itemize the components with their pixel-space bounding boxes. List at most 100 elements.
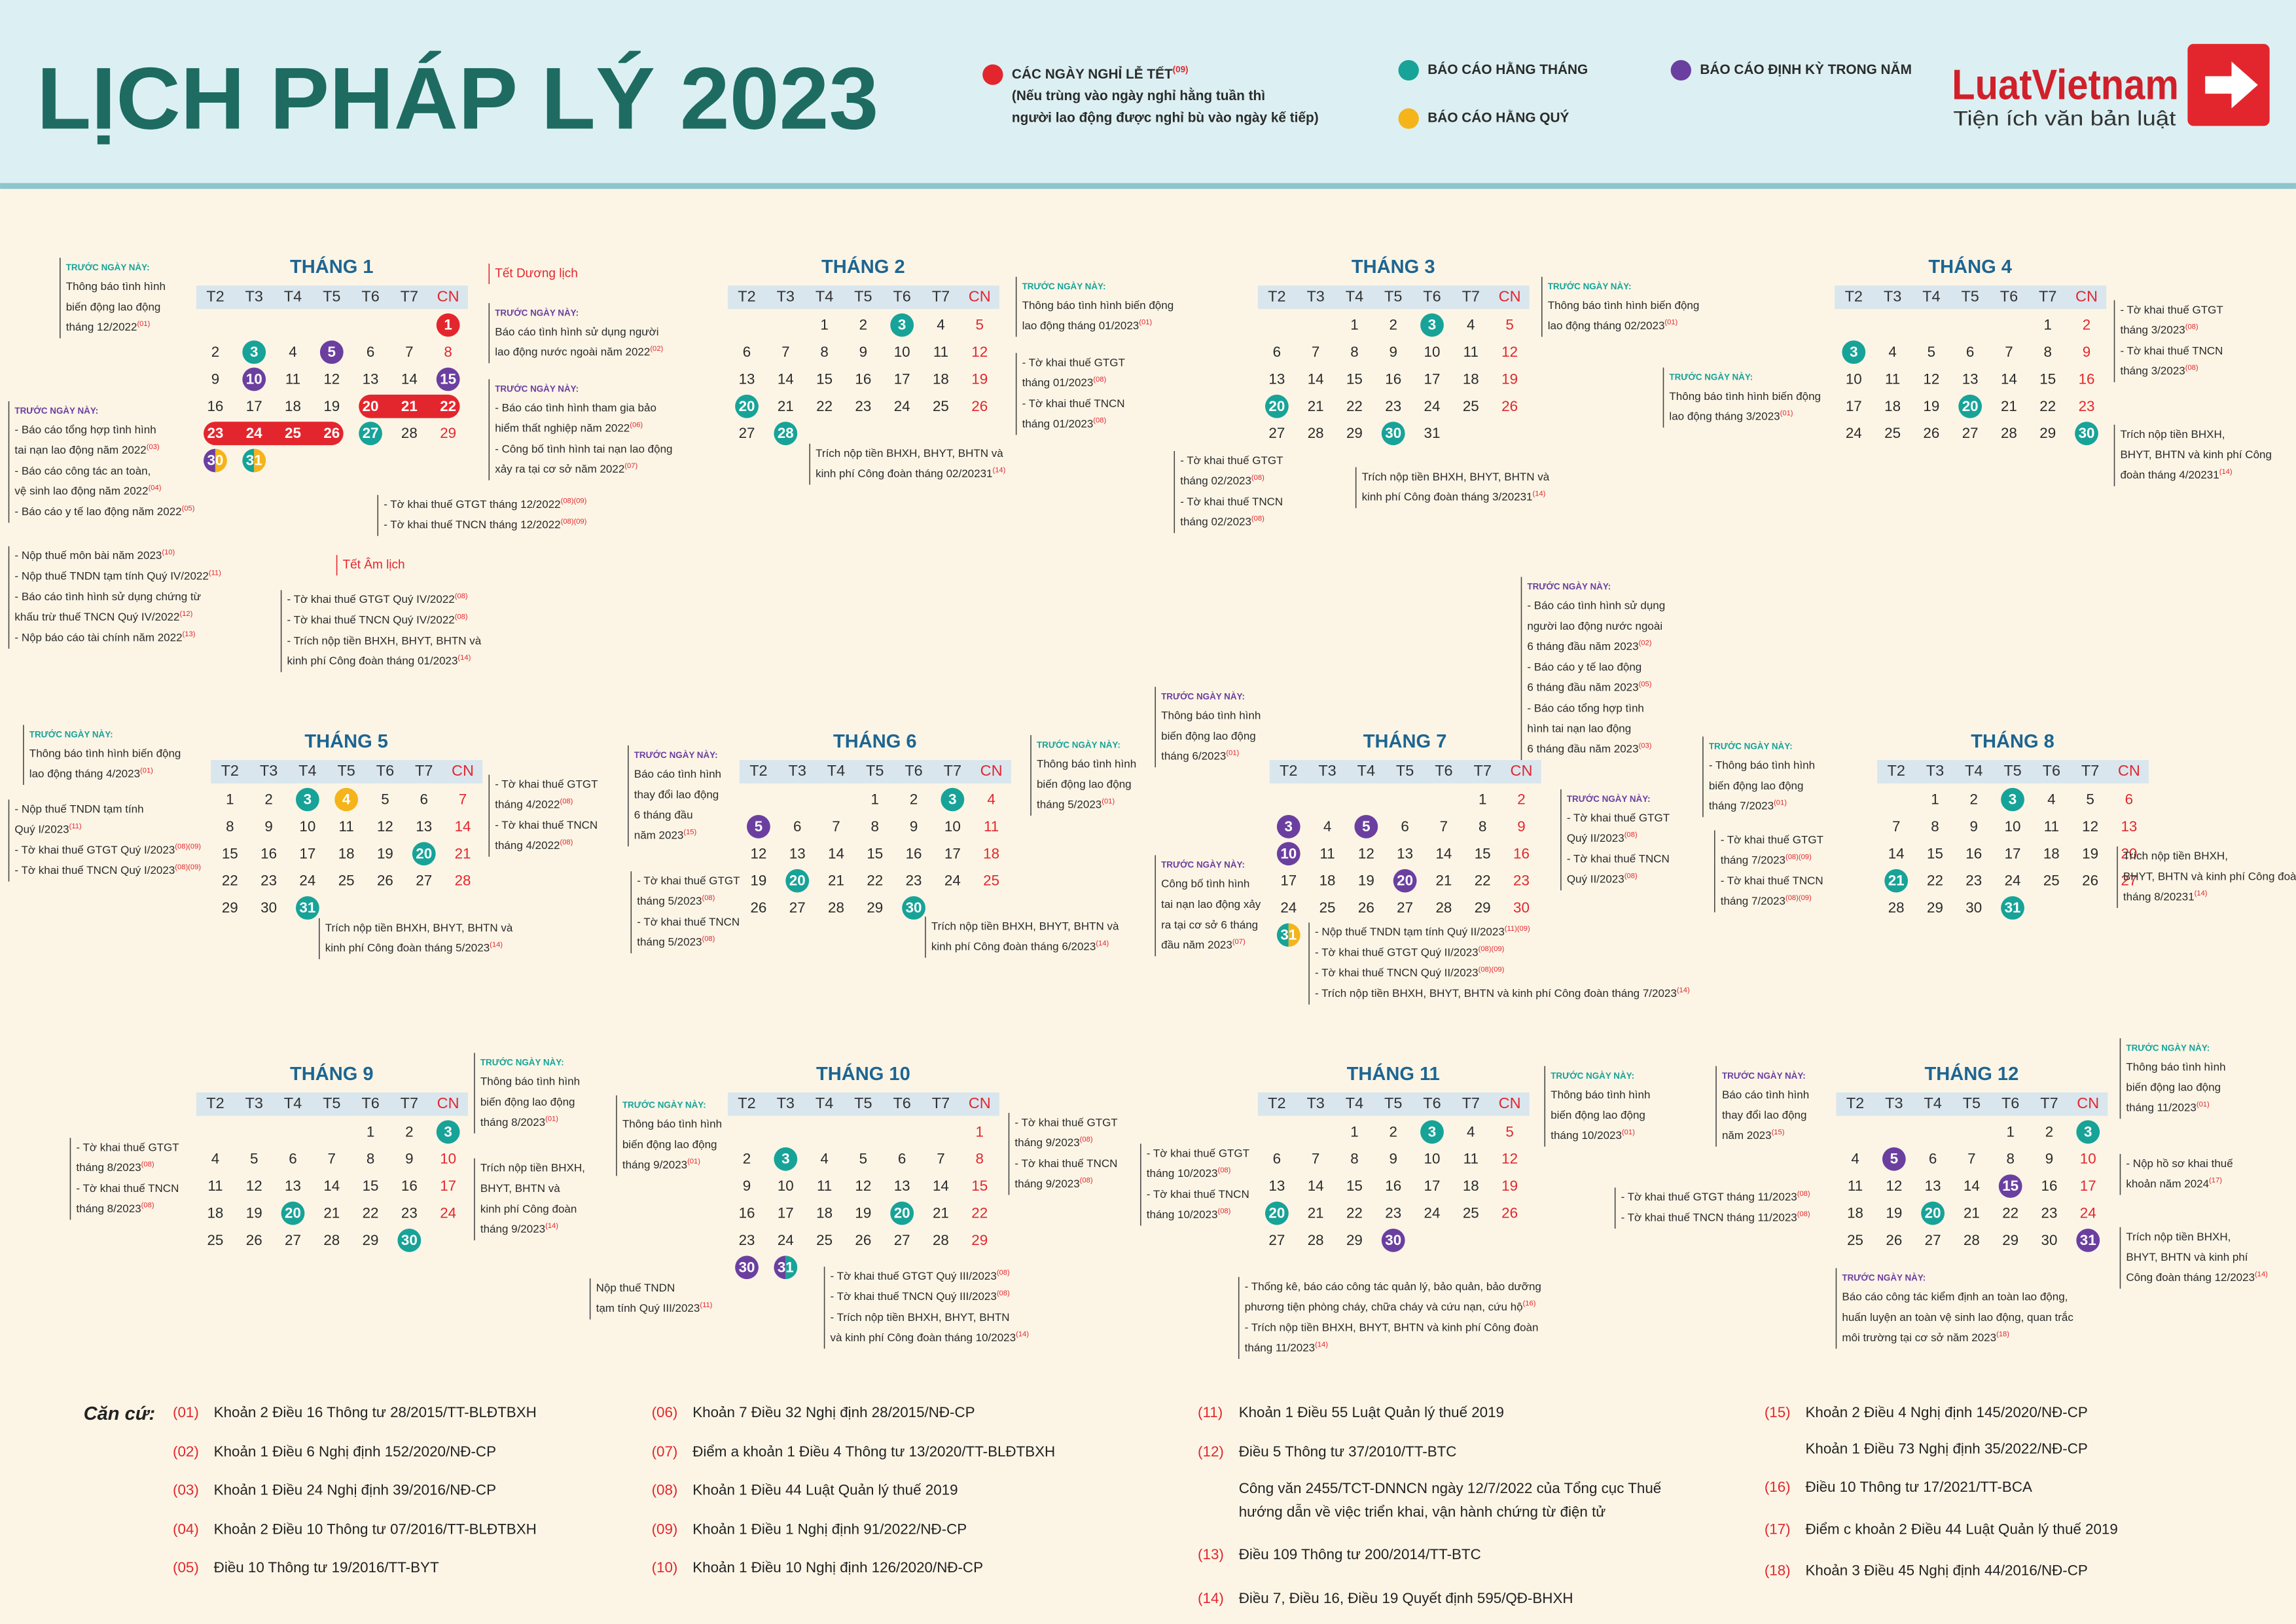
text-line: tháng 3/2023(08) bbox=[2120, 364, 2198, 378]
day: 19 bbox=[971, 370, 988, 387]
weekday: T4 bbox=[1922, 287, 1940, 304]
report-mark bbox=[1381, 1228, 1405, 1252]
text-line: - Tờ khai thuế GTGT bbox=[1180, 454, 1283, 467]
day: 25 bbox=[1463, 1205, 1479, 1221]
text-line: - Tờ khai thuế GTGT tháng 12/2022(08)(09… bbox=[384, 497, 586, 511]
footnote-ref: (05) bbox=[182, 505, 195, 513]
day: 17 bbox=[894, 370, 910, 387]
source-ref: (12) bbox=[1198, 1443, 1224, 1460]
weekday: T7 bbox=[401, 1094, 418, 1111]
day: 3 bbox=[1428, 317, 1436, 333]
footnote-ref: (08) bbox=[455, 592, 468, 600]
footnote-ref: (08)(09) bbox=[1785, 853, 1812, 861]
day: 10 bbox=[944, 818, 961, 835]
day: 27 bbox=[789, 899, 806, 916]
day: 20 bbox=[363, 398, 379, 414]
day: 16 bbox=[260, 845, 277, 861]
text-line: biến động lao động bbox=[2126, 1081, 2221, 1094]
weekday: T7 bbox=[932, 287, 950, 304]
footnote-ref: (01) bbox=[1139, 319, 1152, 327]
weekday: CN bbox=[1499, 1094, 1521, 1111]
month-title: THÁNG 6 bbox=[833, 730, 917, 752]
day: 26 bbox=[1886, 1232, 1902, 1248]
weekday: T3 bbox=[1318, 762, 1336, 779]
line-text: - Tờ khai thuế GTGT Quý IV/2022 bbox=[287, 594, 455, 606]
report-mark bbox=[1958, 394, 1982, 418]
day: 5 bbox=[859, 1151, 867, 1167]
note-head: TRƯỚC NGÀY NÀY: bbox=[1037, 740, 1121, 749]
weekday: T7 bbox=[1473, 762, 1491, 779]
day: 23 bbox=[739, 1232, 755, 1248]
footnote-ref: (08) bbox=[997, 1290, 1010, 1297]
day: 22 bbox=[222, 873, 238, 889]
day: 16 bbox=[855, 370, 871, 387]
text-line: Quý I/2023(11) bbox=[14, 822, 81, 836]
report-mark bbox=[1354, 814, 1378, 839]
text-line: - Tờ khai thuế TNCN bbox=[1147, 1188, 1249, 1200]
day: 18 bbox=[2043, 845, 2060, 861]
day: 25 bbox=[285, 425, 301, 441]
text-line: Trích nộp tiền BHXH, BHYT, BHTN và bbox=[931, 920, 1119, 933]
line-text: tháng 9/2023 bbox=[480, 1223, 545, 1236]
line-text: Quý II/2023 bbox=[1567, 873, 1624, 886]
text-line: - Nộp thuế môn bài năm 2023(10) bbox=[14, 549, 175, 562]
footnote-ref: (14) bbox=[2195, 890, 2208, 897]
day: 14 bbox=[1435, 845, 1452, 861]
note-head: TRƯỚC NGÀY NÀY: bbox=[495, 308, 579, 317]
weekday: T2 bbox=[1268, 287, 1285, 304]
footnote-ref: (01) bbox=[137, 320, 150, 328]
source-ref: (11) bbox=[1198, 1404, 1223, 1420]
footnote-ref: (14) bbox=[457, 654, 471, 662]
day: 20 bbox=[285, 1205, 301, 1221]
weekday: T5 bbox=[1384, 1094, 1402, 1111]
text-line: tháng 6/2023(01) bbox=[1161, 749, 1239, 763]
day: 5 bbox=[328, 344, 336, 360]
day: 27 bbox=[285, 1232, 301, 1248]
day: 12 bbox=[1358, 845, 1374, 861]
weekday: T7 bbox=[2081, 762, 2099, 779]
text-line: - Tờ khai thuế TNCN bbox=[1014, 1157, 1117, 1170]
report-mark bbox=[2001, 896, 2024, 920]
weekday: CN bbox=[969, 287, 991, 304]
text-line: tai nạn lao động xảy bbox=[1161, 898, 1261, 911]
day: 23 bbox=[401, 1205, 418, 1221]
weekday-bar bbox=[1257, 1092, 1530, 1116]
footnote-ref: (08) bbox=[1217, 1166, 1230, 1174]
text-line: - Tờ khai thuế TNCN bbox=[76, 1182, 179, 1195]
day: 31 bbox=[2005, 899, 2021, 916]
day: 18 bbox=[1319, 873, 1336, 889]
line-text: - Tờ khai thuế TNCN Quý III/2023 bbox=[831, 1291, 997, 1303]
text-line: - Tờ khai thuế GTGT bbox=[1014, 1116, 1117, 1128]
text-line: biến động lao động bbox=[480, 1096, 575, 1108]
report-mark bbox=[242, 340, 266, 364]
day: 3 bbox=[1850, 344, 1857, 360]
text-line: - Trích nộp tiền BHXH, BHYT, BHTN và kin… bbox=[1245, 1322, 1539, 1334]
line-text: tạm tính Quý III/2023 bbox=[596, 1302, 700, 1314]
day: 18 bbox=[1847, 1205, 1863, 1221]
footnote-ref: (02) bbox=[1639, 640, 1652, 647]
text-line: Thông báo tình hình bbox=[1161, 709, 1261, 721]
day: 4 bbox=[289, 344, 296, 360]
day: 28 bbox=[1964, 1232, 1980, 1248]
text-line: Thông báo tình hình biến động bbox=[1022, 299, 1174, 312]
day: 18 bbox=[1884, 398, 1901, 414]
text-line: - Tờ khai thuế GTGT bbox=[76, 1141, 179, 1153]
day: 12 bbox=[1923, 370, 1939, 387]
weekday-bar bbox=[1877, 760, 2149, 784]
weekday: T6 bbox=[1435, 762, 1452, 779]
text-line: - Báo cáo y tế lao động bbox=[1527, 661, 1641, 674]
text-line: thay đổi lao động bbox=[634, 788, 719, 801]
day: 12 bbox=[1501, 1151, 1518, 1167]
weekday: T2 bbox=[221, 762, 239, 779]
line-text: tháng 7/2023 bbox=[1721, 895, 1785, 908]
month-title: THÁNG 9 bbox=[290, 1062, 374, 1085]
line-text: lao động tháng 3/2023 bbox=[1669, 410, 1780, 423]
weekday: T6 bbox=[893, 287, 910, 304]
line-text: - Nộp thuế TNDN tạm tính Quý IV/2022 bbox=[14, 570, 208, 583]
day: 8 bbox=[226, 818, 234, 835]
text-line: Nộp thuế TNDN bbox=[596, 1282, 675, 1294]
report-mark bbox=[1998, 1174, 2022, 1198]
text-line: tháng 3/2023(08) bbox=[2120, 323, 2198, 336]
note-head: TRƯỚC NGÀY NÀY: bbox=[1709, 741, 1793, 751]
